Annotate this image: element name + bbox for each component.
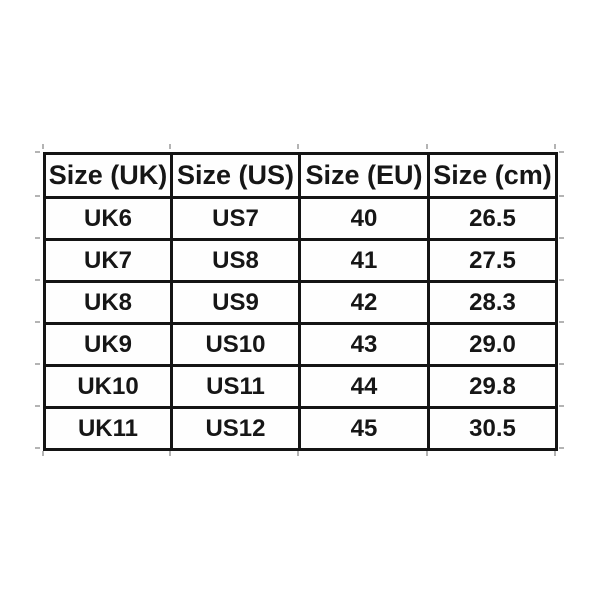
- table-cell: 40: [298, 196, 430, 241]
- table-cell: 29.0: [427, 322, 558, 367]
- header-cell: Size (EU): [298, 152, 430, 199]
- table-row: UK7 US8 41 27.5: [43, 238, 558, 283]
- table-cell: US10: [170, 322, 301, 367]
- table-cell: 30.5: [427, 406, 558, 451]
- gridline-tick: [426, 144, 428, 149]
- table-cell: 29.8: [427, 364, 558, 409]
- table-cell: US11: [170, 364, 301, 409]
- table-row: UK11 US12 45 30.5: [43, 406, 558, 451]
- gridline-tick: [35, 363, 40, 365]
- gridline-tick: [559, 321, 564, 323]
- gridline-tick: [35, 447, 40, 449]
- table-cell: 42: [298, 280, 430, 325]
- gridline-tick: [554, 451, 556, 456]
- table-cell: US8: [170, 238, 301, 283]
- gridline-tick: [554, 144, 556, 149]
- table-row: UK10 US11 44 29.8: [43, 364, 558, 409]
- gridline-tick: [169, 144, 171, 149]
- table-cell: US7: [170, 196, 301, 241]
- table-cell: 27.5: [427, 238, 558, 283]
- table-cell: 26.5: [427, 196, 558, 241]
- table-cell: US12: [170, 406, 301, 451]
- table-cell: 41: [298, 238, 430, 283]
- gridline-tick: [35, 237, 40, 239]
- gridline-tick: [42, 144, 44, 149]
- table-cell: US9: [170, 280, 301, 325]
- table-cell: UK9: [43, 322, 173, 367]
- table-cell: UK8: [43, 280, 173, 325]
- table-cell: UK7: [43, 238, 173, 283]
- gridline-tick: [169, 451, 171, 456]
- table-row: UK9 US10 43 29.0: [43, 322, 558, 367]
- gridline-tick: [559, 405, 564, 407]
- table-cell: UK11: [43, 406, 173, 451]
- table-cell: UK6: [43, 196, 173, 241]
- table-cell: 44: [298, 364, 430, 409]
- gridline-tick: [297, 144, 299, 149]
- header-cell: Size (cm): [427, 152, 558, 199]
- table-cell: UK10: [43, 364, 173, 409]
- gridline-tick: [559, 447, 564, 449]
- table-cell: 45: [298, 406, 430, 451]
- gridline-tick: [35, 405, 40, 407]
- header-cell: Size (US): [170, 152, 301, 199]
- gridline-tick: [42, 451, 44, 456]
- size-conversion-table: Size (UK) Size (US) Size (EU) Size (cm) UK6…: [43, 152, 558, 451]
- gridline-tick: [35, 321, 40, 323]
- gridline-tick: [35, 195, 40, 197]
- header-cell: Size (UK): [43, 152, 173, 199]
- table-row: UK6 US7 40 26.5: [43, 196, 558, 241]
- table-cell: 28.3: [427, 280, 558, 325]
- gridline-tick: [35, 151, 40, 153]
- table-row: UK8 US9 42 28.3: [43, 280, 558, 325]
- gridline-tick: [559, 279, 564, 281]
- gridline-tick: [559, 363, 564, 365]
- gridline-tick: [559, 195, 564, 197]
- gridline-tick: [297, 451, 299, 456]
- header-row: Size (UK) Size (US) Size (EU) Size (cm): [43, 152, 558, 199]
- table-cell: 43: [298, 322, 430, 367]
- gridline-tick: [426, 451, 428, 456]
- gridline-tick: [35, 279, 40, 281]
- gridline-tick: [559, 237, 564, 239]
- gridline-tick: [559, 151, 564, 153]
